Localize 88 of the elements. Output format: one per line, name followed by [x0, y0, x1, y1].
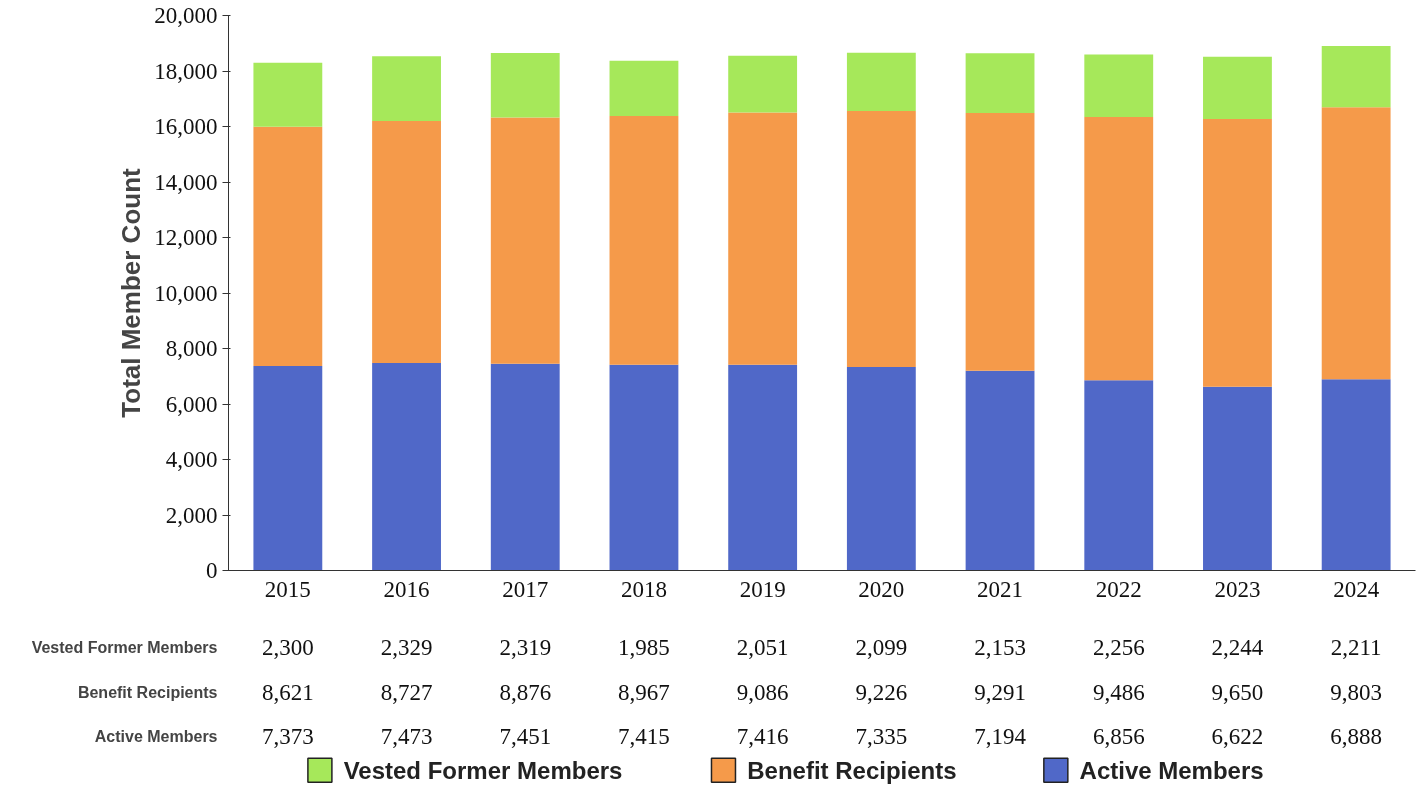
data-label: 7,473: [380, 724, 433, 750]
y-tick-label: 14,000: [154, 169, 218, 195]
bar: [253, 365, 323, 571]
bar: [372, 56, 441, 121]
y-tick-label: 18,000: [154, 58, 218, 84]
data-label: 2,244: [1211, 634, 1264, 660]
bar: [609, 364, 679, 571]
data-label: 2,099: [855, 634, 908, 660]
data-label: 2,153: [974, 634, 1026, 660]
x-tick-label: 2020: [858, 576, 905, 602]
data-label: 7,194: [974, 724, 1027, 750]
x-tick-label: 2021: [977, 576, 1024, 602]
y-tick-label: 16,000: [154, 114, 218, 139]
data-label: 8,876: [499, 679, 552, 705]
data-label: 7,451: [499, 724, 552, 750]
bar: [965, 370, 1035, 571]
y-tick-label: 0: [206, 558, 218, 583]
bar: [728, 364, 798, 571]
data-label: 8,621: [261, 679, 314, 705]
data-label: 9,486: [1092, 679, 1145, 705]
data-label: 1,985: [618, 634, 670, 660]
x-tick-label: 2022: [1095, 576, 1142, 602]
legend-label: Active Members: [1079, 756, 1264, 784]
bar: [965, 53, 1035, 114]
bar: [1321, 45, 1391, 108]
bar: [253, 126, 323, 366]
y-tick-label: 6,000: [165, 391, 218, 417]
data-label: 6,856: [1092, 724, 1145, 750]
bar: [609, 115, 679, 365]
data-label: 7,335: [855, 724, 908, 750]
bar: [372, 363, 441, 571]
y-tick-label: 8,000: [165, 336, 218, 361]
data-label: 7,415: [618, 724, 670, 750]
x-tick-label: 2015: [264, 576, 311, 602]
x-tick-label: 2019: [739, 576, 786, 602]
data-label: 2,256: [1092, 634, 1145, 660]
bar: [490, 363, 560, 571]
bar: [609, 60, 679, 116]
bar: [1203, 56, 1272, 119]
y-tick-label: 10,000: [154, 280, 218, 306]
data-label: 8,727: [380, 679, 433, 705]
y-tick-label: 20,000: [154, 3, 218, 28]
y-axis-title: Total Member Count: [116, 167, 147, 418]
text: Vested Former Members: [31, 638, 218, 656]
data-label: 9,291: [974, 679, 1026, 705]
bar: [965, 113, 1035, 371]
legend-label: Vested Former Members: [343, 756, 623, 784]
bar: [490, 117, 560, 364]
bar: [728, 55, 798, 113]
bar: [253, 62, 323, 127]
data-label: 9,803: [1330, 679, 1383, 705]
y-tick-label: 12,000: [154, 225, 218, 250]
data-label: 7,416: [736, 724, 789, 750]
data-label: 6,622: [1211, 724, 1264, 750]
data-label: 7,373: [261, 724, 314, 750]
data-label: 6,888: [1330, 724, 1383, 750]
data-label: 2,319: [499, 634, 552, 660]
bar: [1203, 386, 1272, 571]
data-label: 8,967: [618, 679, 670, 705]
data-label: 2,300: [261, 634, 314, 660]
text: Benefit Recipients: [77, 683, 218, 701]
bar: [1084, 117, 1154, 381]
y-tick-label: 4,000: [165, 447, 218, 472]
bar: [490, 53, 560, 118]
bar: [1084, 54, 1154, 118]
bar: [1203, 118, 1272, 387]
data-label: 2,211: [1330, 634, 1382, 660]
bar: [846, 366, 916, 571]
legend-label: Benefit Recipients: [747, 756, 957, 784]
text: Active Members: [94, 728, 218, 746]
bar: [728, 112, 798, 365]
x-tick-label: 2017: [502, 576, 549, 602]
bar: [372, 120, 441, 364]
x-tick-label: 2016: [383, 576, 430, 602]
data-label: 9,650: [1211, 679, 1264, 705]
data-label: 2,051: [736, 634, 789, 660]
bar: [846, 110, 916, 367]
x-tick-label: 2018: [620, 576, 667, 602]
data-label: 2,329: [380, 634, 433, 660]
data-label: 9,226: [855, 679, 908, 705]
x-tick-label: 2023: [1214, 576, 1261, 602]
x-tick-label: 2024: [1333, 576, 1380, 602]
bar: [1084, 380, 1154, 571]
bar: [1321, 379, 1391, 571]
data-label: 9,086: [736, 679, 789, 705]
bar: [1321, 107, 1391, 380]
y-tick-label: 2,000: [165, 502, 218, 528]
bar: [846, 52, 916, 111]
